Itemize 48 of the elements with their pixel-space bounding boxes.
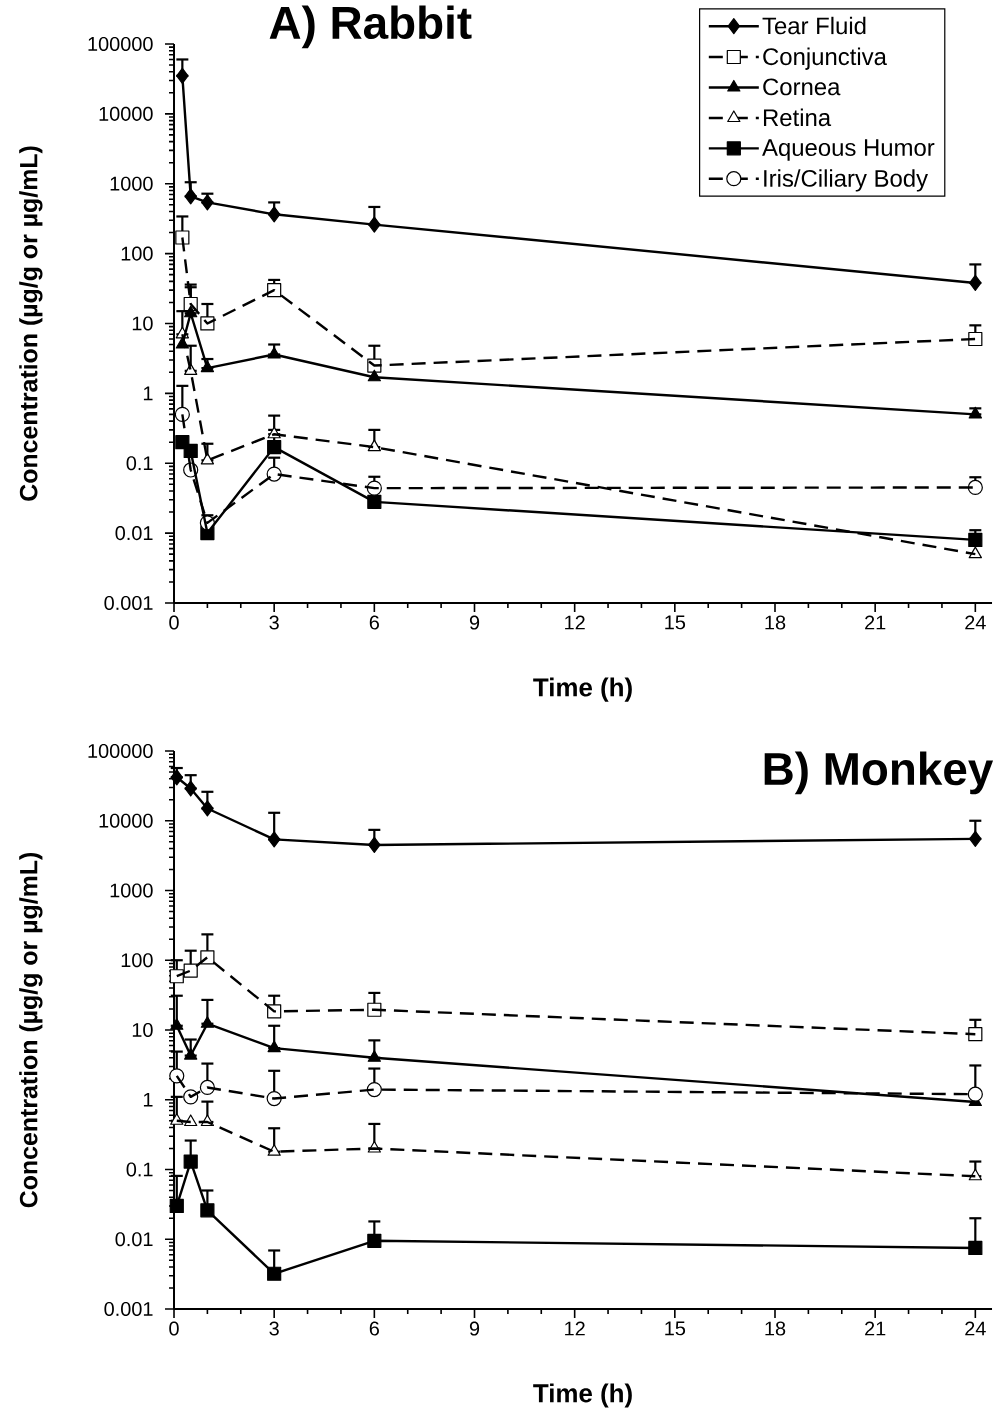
x-tick-label: 18 <box>765 1321 786 1336</box>
y-tick-label: 0.1 <box>126 1162 153 1177</box>
legend-label: Iris/Ciliary Body <box>764 169 928 192</box>
x-tick-label: 6 <box>369 615 379 630</box>
x-tick-label: 9 <box>469 615 480 630</box>
x-tick-label: 12 <box>565 1321 585 1336</box>
x-tick-label: 15 <box>665 1321 686 1336</box>
x-tick-label: 24 <box>965 615 986 630</box>
y-tick-label: 100 <box>121 246 153 261</box>
x-tick-label: 21 <box>865 615 886 630</box>
x-tick-label: 18 <box>765 615 786 630</box>
x-axis-title: Time (h) <box>533 1383 632 1408</box>
x-tick-label: 3 <box>269 615 279 630</box>
x-axis-title: Time (h) <box>533 677 632 702</box>
y-tick-label: 10000 <box>99 106 153 121</box>
x-tick-label: 6 <box>369 1321 379 1336</box>
legend-label: Aqueous Humor <box>762 139 935 161</box>
y-tick-label: 0.001 <box>104 595 153 611</box>
y-tick-label: 10 <box>132 316 153 331</box>
y-tick-label: 0.01 <box>115 526 153 541</box>
x-tick-label: 21 <box>865 1321 886 1336</box>
x-tick-label: 12 <box>565 615 585 630</box>
x-tick-label: 24 <box>965 1321 986 1336</box>
y-tick-label: 10 <box>132 1022 153 1038</box>
chart-title: B) Monkey <box>764 751 994 795</box>
y-tick-label: 100000 <box>88 743 153 759</box>
y-tick-label: 1 <box>143 386 153 401</box>
y-tick-label: 1000 <box>110 883 153 898</box>
y-tick-label: 10000 <box>99 813 153 828</box>
legend-label: Retina <box>763 108 832 127</box>
legend-label: Tear Fluid <box>762 16 866 35</box>
y-tick-label: 100 <box>121 953 153 968</box>
legend-label: Cornea <box>763 78 841 96</box>
y-axis-title: Concentration (µg/g or µg/mL) <box>19 146 43 501</box>
x-tick-label: 3 <box>269 1321 279 1336</box>
y-tick-label: 1000 <box>110 176 153 191</box>
legend-label: Conjunctiva <box>763 47 887 70</box>
x-tick-label: 9 <box>469 1321 480 1336</box>
y-tick-label: 1 <box>143 1092 153 1107</box>
x-tick-label: 0 <box>169 615 179 630</box>
x-tick-label: 0 <box>169 1321 179 1336</box>
y-tick-label: 0.1 <box>126 456 153 471</box>
y-tick-label: 0.01 <box>115 1232 153 1247</box>
y-tick-label: 0.001 <box>104 1301 153 1317</box>
chart-title: A) Rabbit <box>269 5 472 49</box>
x-tick-label: 15 <box>665 615 686 630</box>
y-axis-title: Concentration (µg/g or µg/mL) <box>19 852 43 1208</box>
y-tick-label: 100000 <box>88 36 153 52</box>
